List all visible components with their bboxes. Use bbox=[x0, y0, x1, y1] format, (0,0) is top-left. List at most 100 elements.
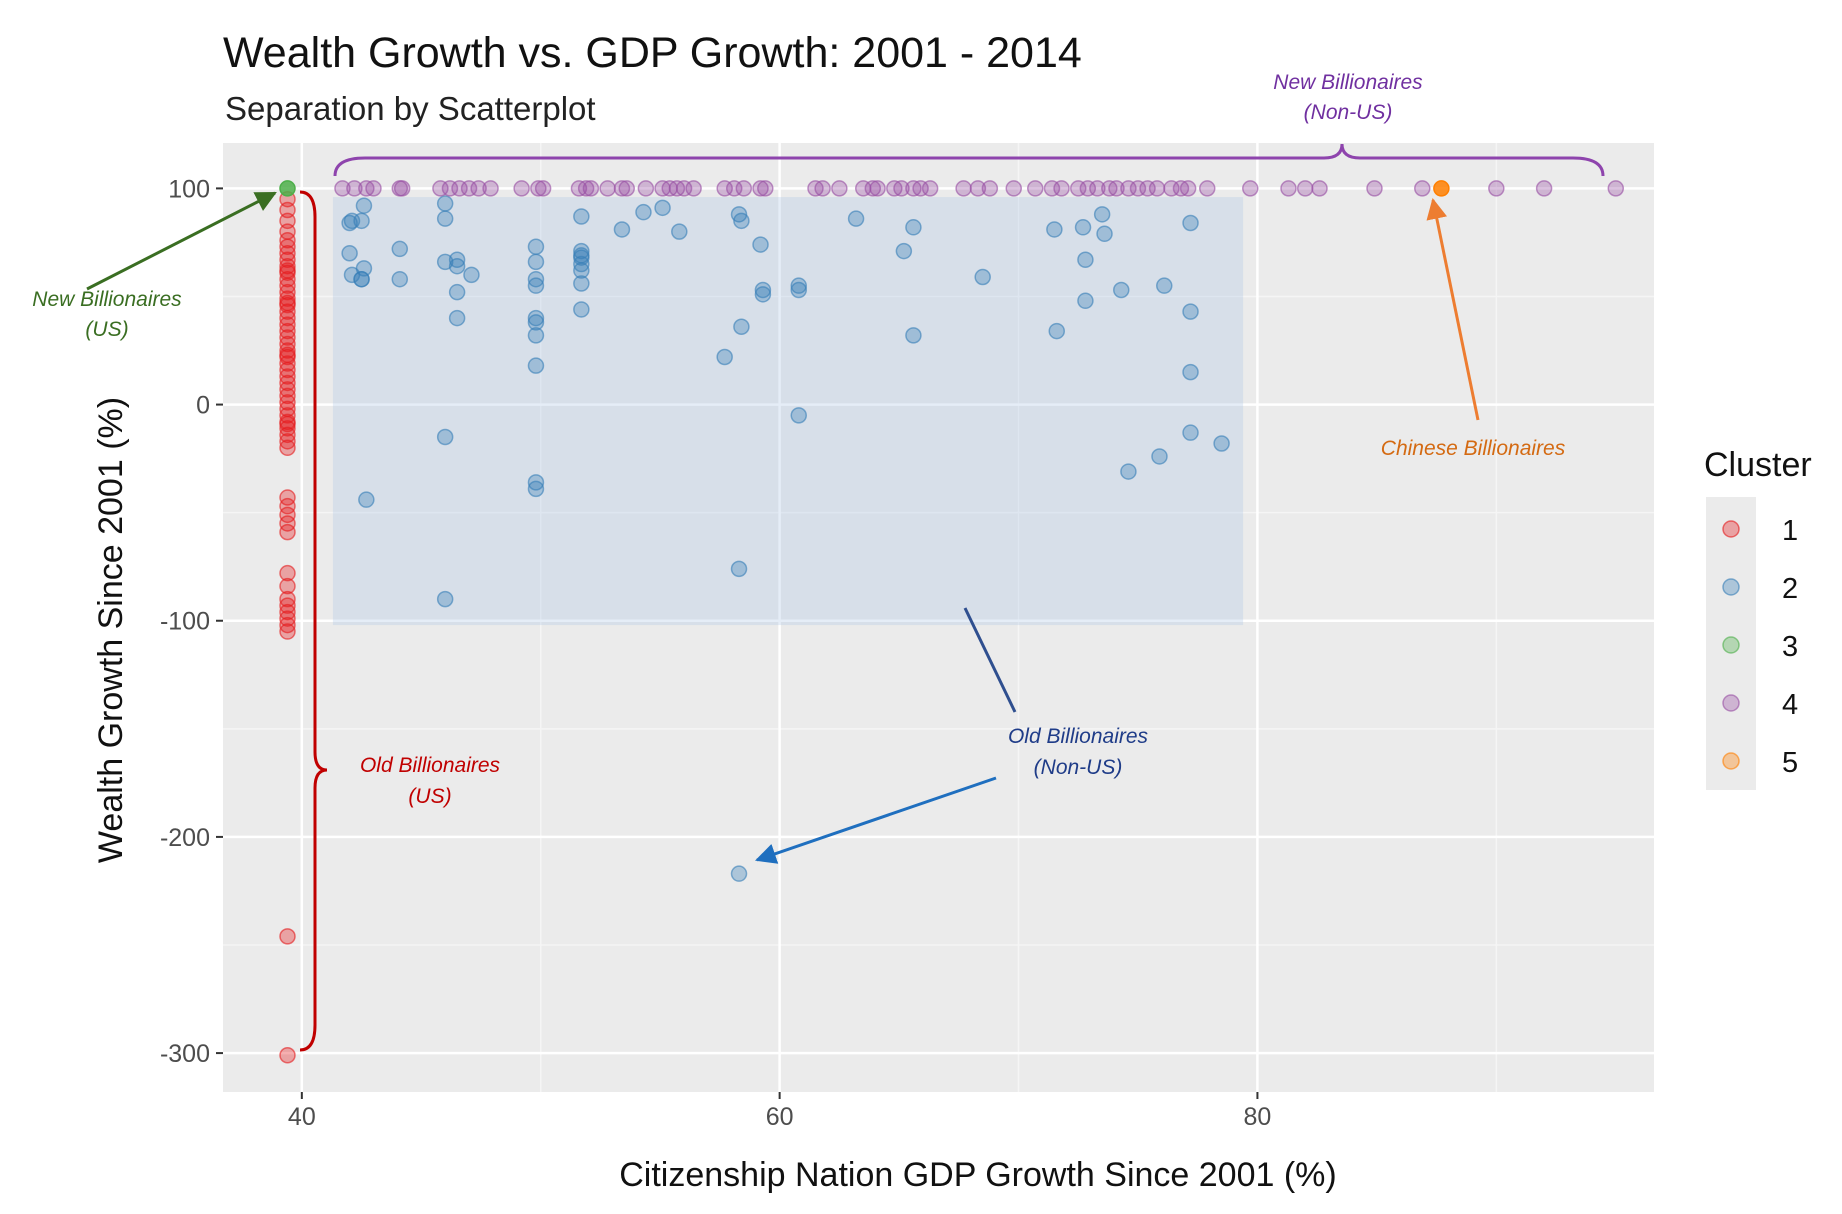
data-point-cluster-1 bbox=[279, 928, 296, 945]
data-point-cluster-2 bbox=[1151, 448, 1168, 465]
shaded-region-old-nonus bbox=[332, 197, 1244, 626]
data-point-cluster-4 bbox=[955, 180, 972, 197]
data-point-cluster-2 bbox=[448, 309, 466, 327]
data-point-cluster-2 bbox=[341, 244, 358, 262]
data-point-cluster-4 bbox=[1089, 180, 1106, 197]
data-point-cluster-2 bbox=[527, 327, 545, 344]
chart-subtitle: Separation by Scatterplot bbox=[225, 90, 596, 127]
data-point-cluster-2 bbox=[635, 203, 652, 221]
data-point-cluster-4 bbox=[470, 180, 487, 197]
data-point-cluster-2 bbox=[436, 590, 454, 608]
data-point-cluster-2 bbox=[790, 407, 807, 424]
data-point-cluster-4 bbox=[577, 180, 595, 197]
data-point-cluster-4 bbox=[893, 180, 910, 197]
data-point-cluster-4 bbox=[1414, 180, 1431, 197]
data-point-cluster-2 bbox=[573, 301, 590, 318]
data-point-cluster-2 bbox=[358, 491, 375, 508]
legend-swatch-3 bbox=[1722, 636, 1740, 654]
data-point-cluster-2 bbox=[1120, 463, 1137, 480]
data-point-cluster-2 bbox=[1046, 221, 1063, 238]
x-axis-label: Citizenship Nation GDP Growth Since 2001… bbox=[619, 1156, 1336, 1194]
y-axis-label: Wealth Growth Since 2001 (%) bbox=[92, 397, 130, 863]
data-point-cluster-1 bbox=[279, 257, 296, 275]
legend-label-2: 2 bbox=[1782, 573, 1798, 605]
data-point-cluster-1 bbox=[279, 238, 296, 256]
data-point-cluster-2 bbox=[527, 270, 545, 288]
legend-swatch-5 bbox=[1722, 752, 1740, 770]
data-point-cluster-4 bbox=[1296, 180, 1314, 197]
data-point-cluster-2 bbox=[436, 428, 454, 446]
data-point-cluster-1 bbox=[279, 368, 296, 385]
data-point-cluster-2 bbox=[527, 474, 545, 491]
data-point-cluster-1 bbox=[279, 322, 296, 340]
data-point-cluster-2 bbox=[613, 221, 631, 238]
chart-title: Wealth Growth vs. GDP Growth: 2001 - 201… bbox=[223, 29, 1082, 77]
brace-new-nonus bbox=[333, 143, 1605, 177]
data-point-cluster-2 bbox=[905, 219, 922, 236]
data-point-cluster-1 bbox=[279, 515, 296, 532]
data-point-cluster-2 bbox=[895, 242, 913, 260]
data-point-cluster-2 bbox=[974, 268, 991, 286]
data-point-cluster-2 bbox=[527, 480, 545, 498]
data-point-cluster-4 bbox=[757, 180, 774, 197]
data-point-cluster-4 bbox=[599, 180, 616, 197]
data-point-cluster-2 bbox=[527, 314, 545, 331]
legend-swatch-2 bbox=[1722, 578, 1740, 596]
data-point-cluster-4 bbox=[1607, 180, 1625, 197]
data-point-cluster-4 bbox=[582, 180, 600, 197]
legend-title: Cluster bbox=[1704, 446, 1812, 484]
data-point-cluster-4 bbox=[1148, 180, 1166, 197]
data-point-cluster-4 bbox=[735, 180, 753, 197]
data-point-cluster-2 bbox=[573, 275, 590, 292]
data-point-cluster-1 bbox=[279, 355, 296, 372]
data-point-cluster-2 bbox=[654, 199, 671, 217]
y-tick-label: 0 bbox=[196, 392, 210, 420]
data-point-cluster-1 bbox=[279, 394, 296, 411]
data-point-cluster-4 bbox=[482, 180, 499, 197]
legend-swatch-4 bbox=[1722, 694, 1740, 712]
data-point-cluster-2 bbox=[527, 253, 545, 271]
data-point-cluster-4 bbox=[530, 180, 547, 197]
data-point-cluster-4 bbox=[1108, 180, 1125, 197]
y-tick-label: -300 bbox=[160, 1040, 210, 1068]
data-point-cluster-4 bbox=[921, 180, 939, 197]
data-point-cluster-2 bbox=[790, 277, 807, 294]
data-point-cluster-1 bbox=[279, 420, 296, 437]
annotation-new-billionaires-nonus: New Billionaires (Non-US) bbox=[1273, 71, 1423, 124]
data-point-cluster-1 bbox=[279, 342, 296, 359]
data-point-cluster-2 bbox=[730, 865, 748, 882]
y-tick-label: 100 bbox=[168, 175, 210, 203]
data-point-cluster-4 bbox=[752, 180, 769, 197]
data-point-cluster-2 bbox=[1182, 424, 1199, 441]
line-old-nonus-region bbox=[963, 607, 1017, 713]
data-point-cluster-4 bbox=[393, 180, 411, 197]
data-point-cluster-2 bbox=[754, 286, 772, 303]
data-point-cluster-1 bbox=[279, 597, 296, 614]
data-point-cluster-4 bbox=[346, 180, 363, 197]
data-point-cluster-4 bbox=[981, 180, 999, 197]
data-point-cluster-2 bbox=[527, 277, 545, 294]
legend-label-4: 4 bbox=[1782, 689, 1798, 721]
data-point-cluster-2 bbox=[1096, 225, 1113, 243]
annotation-old-billionaires-nonus: Old Billionaires (Non-US) bbox=[1008, 725, 1149, 779]
data-point-cluster-4 bbox=[1179, 180, 1197, 197]
arrow-chinese bbox=[1426, 197, 1480, 421]
data-point-cluster-4 bbox=[637, 180, 655, 197]
data-point-cluster-4 bbox=[685, 180, 702, 197]
data-point-cluster-1 bbox=[279, 374, 296, 392]
data-point-cluster-1 bbox=[279, 415, 296, 433]
data-point-cluster-1 bbox=[279, 387, 296, 405]
data-point-cluster-2 bbox=[391, 240, 409, 258]
data-point-cluster-1 bbox=[279, 303, 296, 320]
data-point-cluster-2 bbox=[730, 560, 748, 578]
data-point-cluster-2 bbox=[353, 270, 370, 288]
data-point-cluster-2 bbox=[527, 309, 545, 327]
data-point-cluster-1 bbox=[279, 232, 296, 249]
legend-swatch-1 bbox=[1722, 520, 1740, 538]
data-point-cluster-2 bbox=[1048, 322, 1066, 340]
data-point-cluster-4 bbox=[365, 180, 382, 197]
x-tick-label: 60 bbox=[766, 1103, 794, 1131]
data-point-cluster-2 bbox=[448, 257, 466, 275]
data-point-cluster-4 bbox=[814, 180, 831, 197]
